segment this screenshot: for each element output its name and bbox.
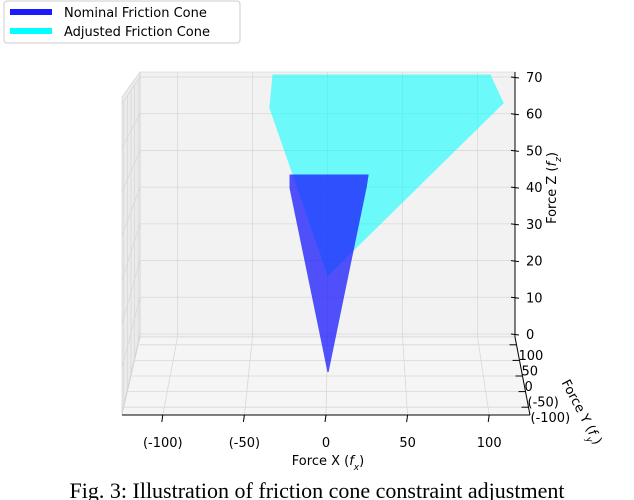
nominal-cone — [289, 174, 369, 373]
xlabel-label-part: Force X ( — [292, 454, 349, 469]
ylabel-label-part: ) — [589, 436, 605, 448]
x-tick-label: 100 — [477, 436, 502, 451]
zlabel-label-part: z — [554, 157, 564, 163]
x-tick-label: (-100) — [143, 436, 183, 451]
zlabel-label-part: Force Z ( — [545, 166, 560, 223]
zlabel-label-part: f — [545, 159, 560, 166]
y-tick-label: 0 — [525, 380, 533, 395]
grid-line — [121, 113, 141, 148]
x-tick — [406, 414, 409, 423]
z-tick-label: 40 — [526, 181, 543, 196]
x-tick — [242, 414, 245, 423]
y-tick-label: 100 — [519, 349, 544, 364]
z-tick-label: 30 — [526, 218, 543, 233]
legend-label: Nominal Friction Cone — [64, 6, 207, 21]
grid-line — [121, 223, 141, 280]
z-tick-label: 10 — [526, 291, 543, 306]
grid-line — [121, 76, 141, 104]
z-tick-label: 70 — [526, 71, 543, 86]
x-tick-label: (-50) — [229, 436, 260, 451]
zlabel-label: Force Z (fz) — [545, 152, 564, 224]
grid-line — [121, 187, 141, 236]
cone-top — [289, 174, 369, 189]
z-tick-label: 60 — [526, 108, 543, 123]
y-tick-label: (-100) — [531, 411, 571, 426]
legend-items: Nominal Friction Cone Adjusted Friction C… — [10, 6, 210, 40]
xlabel-label-part: f — [349, 454, 356, 469]
y-tick-label: 50 — [522, 364, 539, 379]
legend-swatch — [10, 9, 52, 15]
legend-swatch — [10, 28, 52, 34]
grid-line — [121, 150, 141, 192]
cone-top — [269, 74, 504, 109]
xlabel-label-part: x — [353, 463, 360, 473]
zlabel-label-part: ) — [545, 152, 560, 157]
xlabel-label-part: ) — [359, 454, 364, 469]
grid-line — [121, 260, 141, 324]
grid-line — [121, 333, 141, 413]
legend-label: Adjusted Friction Cone — [64, 25, 210, 40]
z-tick-label: 20 — [526, 255, 543, 270]
x-tick — [487, 414, 490, 423]
legend — [3, 0, 241, 44]
z-tick-label: 50 — [526, 144, 543, 159]
x-tick — [161, 414, 164, 423]
ylabel-label-part: y — [582, 435, 594, 446]
caption: Fig. 3: Illustration of friction cone co… — [70, 478, 565, 500]
xlabel-label: Force X (fx) — [292, 454, 364, 473]
x-tick-label: 50 — [399, 436, 416, 451]
x-tick-label: 0 — [322, 436, 330, 451]
x-tick — [324, 414, 327, 423]
z-tick-label: 0 — [526, 328, 534, 343]
y-tick-label: (-50) — [528, 396, 559, 411]
grid-line — [121, 297, 141, 369]
y-axis-line — [514, 336, 531, 416]
